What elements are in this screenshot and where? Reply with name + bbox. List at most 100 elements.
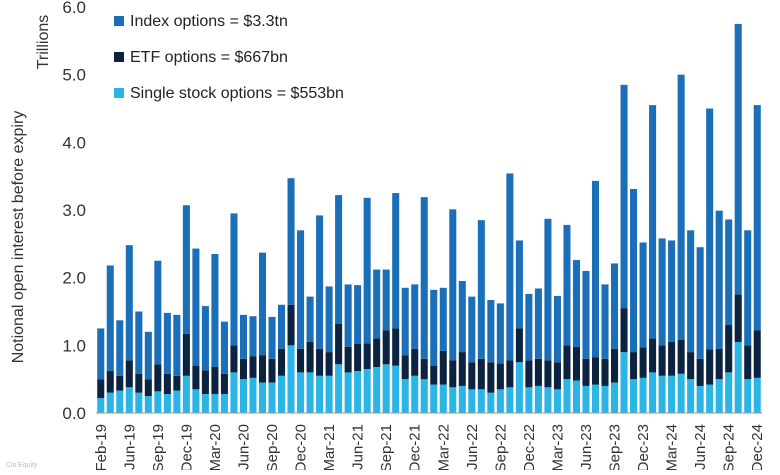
bar-segment-series1-69 xyxy=(753,330,761,378)
bar-segment-series0-41 xyxy=(487,392,495,413)
bar-segment-series1-46 xyxy=(534,358,542,386)
bar-segment-series2-18 xyxy=(268,316,276,359)
y-tick-label-1: 1.0 xyxy=(62,336,86,355)
bar-segment-series2-27 xyxy=(354,285,362,344)
bar-segment-series1-41 xyxy=(487,362,495,393)
x-tick-label-18: Sep-23 xyxy=(607,424,624,470)
bar-segment-series0-30 xyxy=(382,364,390,413)
bar-segment-series0-10 xyxy=(192,389,200,413)
bar-segment-series0-8 xyxy=(173,390,181,413)
bar-segment-series1-45 xyxy=(525,360,533,388)
bar-segment-series0-65 xyxy=(715,379,723,413)
source-note: Citi Equity xyxy=(6,462,38,469)
bar-segment-series1-18 xyxy=(268,358,276,383)
bar-segment-series2-13 xyxy=(220,321,228,374)
bar-segment-series2-62 xyxy=(687,230,695,353)
x-tick-label-17: Jun-23 xyxy=(578,424,595,470)
bar-segment-series2-29 xyxy=(373,269,381,339)
x-tick-label-15: Dec-22 xyxy=(521,424,538,470)
bar-segment-series0-64 xyxy=(706,384,714,413)
bar-segment-series2-68 xyxy=(744,230,752,346)
bar-segment-series1-63 xyxy=(696,358,704,386)
x-tick-label-10: Sep-21 xyxy=(378,424,395,470)
bar-segment-series2-41 xyxy=(487,300,495,363)
bar-segment-series0-11 xyxy=(201,394,209,413)
bar-segment-series0-60 xyxy=(668,375,676,413)
bar-segment-series2-32 xyxy=(401,287,409,356)
bar-segment-series2-61 xyxy=(677,74,685,340)
bar-segment-series2-8 xyxy=(173,314,181,376)
bar-segment-series1-20 xyxy=(287,304,295,346)
bar-segment-series2-1 xyxy=(106,265,114,372)
bar-segment-series2-33 xyxy=(411,284,419,349)
bar-segment-series2-48 xyxy=(553,295,561,363)
bar-segment-series0-66 xyxy=(725,372,733,413)
bar-segment-series2-10 xyxy=(192,248,200,366)
bar-segment-series2-6 xyxy=(154,260,162,365)
x-tick-label-9: Jun-21 xyxy=(350,424,367,470)
bar-segment-series1-32 xyxy=(401,355,409,380)
bar-segment-series0-14 xyxy=(230,372,238,413)
x-tick-label-21: Jun-24 xyxy=(692,424,709,470)
bar-segment-series1-34 xyxy=(420,358,428,380)
bar-segment-series0-61 xyxy=(677,373,685,413)
bar-segment-series0-68 xyxy=(744,379,752,413)
bar-segment-series0-13 xyxy=(220,394,228,413)
bar-segment-series2-69 xyxy=(753,105,761,331)
x-tick-label-4: Mar-20 xyxy=(207,424,224,470)
y-tick-labels: 0.0 1.0 2.0 3.0 4.0 5.0 6.0 xyxy=(62,0,86,423)
bar-segment-series0-24 xyxy=(325,375,333,413)
x-tick-label-6: Sep-20 xyxy=(264,424,281,470)
legend-label-2: Single stock options = $553bn xyxy=(130,85,344,102)
bar-segment-series1-65 xyxy=(715,348,723,380)
bar-segment-series0-53 xyxy=(601,385,609,413)
bar-segment-series2-9 xyxy=(182,205,190,334)
bar-segment-series1-48 xyxy=(553,362,561,390)
bar-segment-series1-7 xyxy=(163,373,171,395)
bar-segment-series0-56 xyxy=(630,379,638,413)
bar-segment-series1-26 xyxy=(344,346,352,373)
legend: Index options = $3.3tn ETF options = $667… xyxy=(114,13,344,102)
bar-segment-series2-56 xyxy=(630,189,638,353)
bar-segment-series1-60 xyxy=(668,341,676,376)
bar-segment-series2-2 xyxy=(116,320,124,376)
x-tick-label-12: Mar-22 xyxy=(435,424,452,470)
bar-segment-series1-47 xyxy=(544,360,552,388)
bar-segment-series2-34 xyxy=(420,197,428,359)
bar-segment-series0-0 xyxy=(97,398,105,413)
bar-segment-series0-63 xyxy=(696,385,704,413)
bar-segment-series0-45 xyxy=(525,387,533,413)
bar-segment-series0-19 xyxy=(278,375,286,413)
bar-segment-series2-55 xyxy=(620,84,628,309)
bar-segment-series1-15 xyxy=(239,358,247,380)
bar-segment-series2-16 xyxy=(249,316,257,357)
bar-segment-series2-37 xyxy=(449,209,457,361)
bar-segment-series2-15 xyxy=(239,314,247,359)
bar-segment-series2-60 xyxy=(668,240,676,342)
bar-segment-series1-16 xyxy=(249,356,257,378)
bar-segment-series1-30 xyxy=(382,330,390,365)
x-tick-label-20: Mar-24 xyxy=(664,424,681,470)
bar-segment-series0-43 xyxy=(506,387,514,413)
bar-segment-series2-58 xyxy=(649,105,657,339)
bar-segment-series0-9 xyxy=(182,375,190,413)
bar-segment-series1-37 xyxy=(449,360,457,388)
bar-segment-series0-2 xyxy=(116,390,124,413)
bar-segment-series1-62 xyxy=(687,352,695,380)
bar-segment-series2-51 xyxy=(582,270,590,359)
bar-segment-series0-34 xyxy=(420,379,428,413)
bar-segment-series0-36 xyxy=(439,384,447,413)
bar-segment-series1-13 xyxy=(220,373,228,395)
bar-segment-series1-11 xyxy=(201,370,209,395)
x-tick-labels: Feb-19 Jun-19 Sep-19 Dec-19 Mar-20 Jun-20 Sep-… xyxy=(93,424,780,472)
bar-segment-series1-4 xyxy=(135,373,143,393)
bar-segment-series0-54 xyxy=(611,382,619,413)
x-tick-label-19: Dec-23 xyxy=(635,424,652,470)
bar-segment-series2-31 xyxy=(392,193,400,329)
bar-segment-series1-56 xyxy=(630,352,638,380)
bar-segment-series0-51 xyxy=(582,385,590,413)
x-tick-label-7: Dec-20 xyxy=(293,424,310,470)
bar-segment-series1-19 xyxy=(278,348,286,376)
